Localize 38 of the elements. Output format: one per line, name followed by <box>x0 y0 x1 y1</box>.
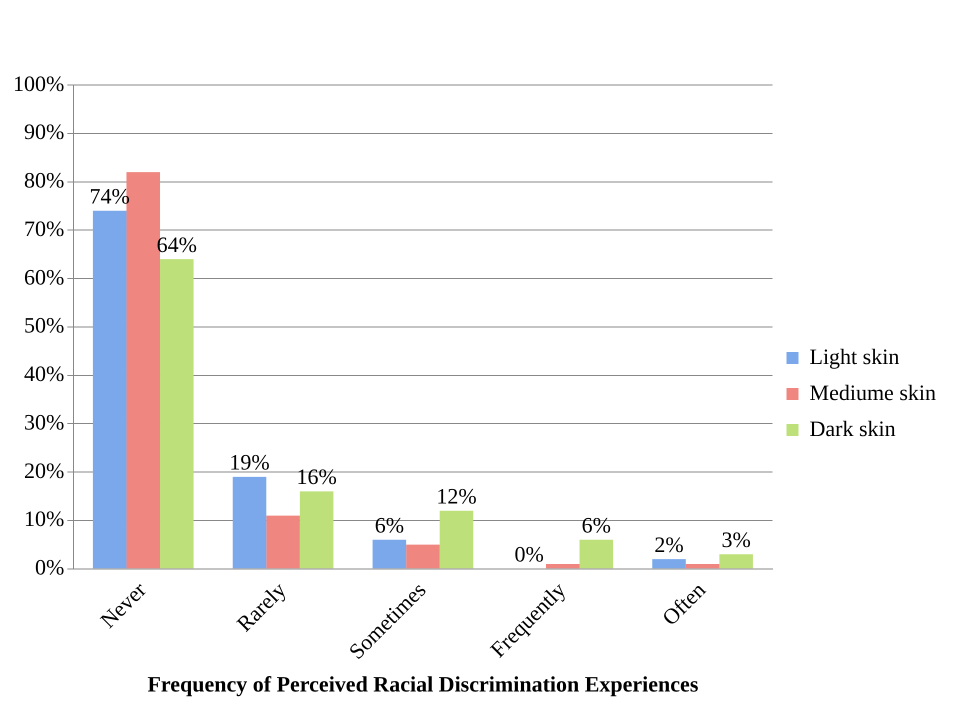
bar <box>266 516 300 568</box>
data-label: 19% <box>229 450 270 475</box>
data-label: 3% <box>721 527 751 552</box>
data-label: 12% <box>436 484 477 509</box>
y-tick-label: 10% <box>24 506 64 532</box>
bar <box>92 210 126 568</box>
y-tick-label: 80% <box>24 168 64 193</box>
data-label: 16% <box>296 464 337 490</box>
bar <box>160 259 194 568</box>
legend-label: Light skin <box>810 344 900 369</box>
y-tick-label: 40% <box>24 361 64 386</box>
data-label: 6% <box>374 512 404 538</box>
bar <box>719 554 753 568</box>
bar <box>372 540 406 568</box>
bar <box>546 564 580 568</box>
legend-label: Dark skin <box>810 416 896 441</box>
y-tick-label: 50% <box>24 312 64 338</box>
data-label: 6% <box>582 512 611 538</box>
data-label: 2% <box>654 532 684 557</box>
y-tick-label: 60% <box>24 264 64 290</box>
bar <box>686 564 720 568</box>
y-tick-label: 70% <box>24 216 64 241</box>
bar <box>300 491 334 568</box>
data-label: 74% <box>90 184 130 209</box>
y-tick-label: 20% <box>24 458 64 483</box>
bar <box>580 540 614 568</box>
y-tick-label: 100% <box>13 70 64 96</box>
bar <box>232 476 266 568</box>
x-axis-title: Frequency of Perceived Racial Discrimination Experiences <box>147 671 699 696</box>
legend-label: Mediume skin <box>810 380 936 405</box>
y-tick-label: 90% <box>24 119 64 144</box>
bar <box>652 559 686 568</box>
y-tick-label: 0% <box>35 554 64 580</box>
bar <box>406 544 440 568</box>
data-label: 64% <box>156 232 197 257</box>
data-label: 0% <box>514 542 544 567</box>
y-tick-label: 30% <box>24 409 64 434</box>
bar <box>440 510 474 568</box>
